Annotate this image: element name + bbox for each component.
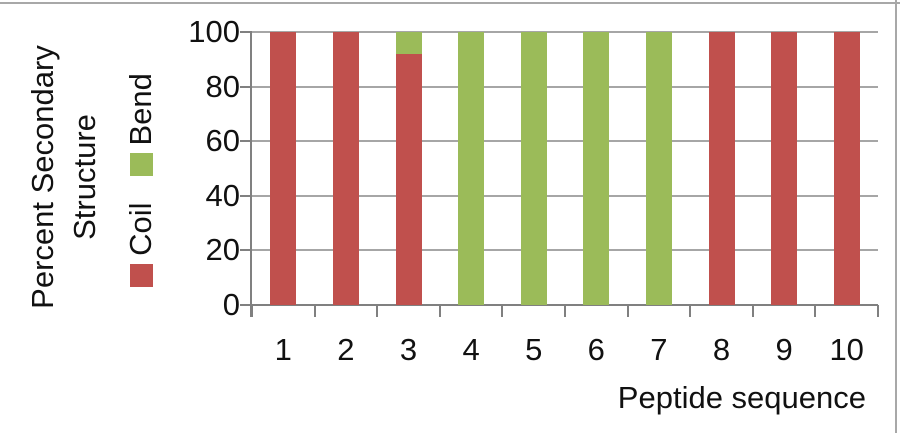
y-tick-60 [240, 140, 252, 143]
x-tick-3 [438, 305, 441, 317]
x-tick-label-7: 7 [650, 332, 668, 367]
y-tick-label-100: 100 [188, 14, 240, 49]
x-tick-5 [564, 305, 566, 317]
gridline-100 [252, 31, 878, 33]
gridline-80 [252, 85, 878, 88]
y-tick-label-80: 80 [205, 68, 240, 104]
x-tick-1 [313, 305, 316, 317]
gridline-20 [252, 249, 878, 252]
chart-frame-right-border [895, 0, 897, 433]
x-tick-label-4: 4 [462, 332, 480, 367]
bar-segment-coil-10 [833, 32, 860, 305]
bar-segment-bend-7 [645, 32, 672, 305]
y-tick-label-60: 60 [205, 123, 240, 159]
x-tick-10 [877, 305, 879, 317]
bar-group-5 [520, 32, 547, 305]
y-tick-label-40: 40 [205, 177, 240, 213]
bar-group-1 [270, 32, 297, 305]
y-axis-title: Percent Secondary Structure [22, 0, 108, 387]
chart-frame-top-border [0, 2, 900, 4]
bar-segment-bend-5 [520, 32, 547, 305]
x-tick-label-6: 6 [587, 332, 605, 367]
x-tick-0 [251, 305, 253, 317]
x-tick-label-5: 5 [525, 332, 543, 367]
bar-group-10 [833, 32, 860, 305]
plot-area [252, 31, 878, 305]
x-tick-label-10: 10 [829, 332, 864, 367]
bar-group-8 [708, 32, 735, 305]
x-tick-label-2: 2 [337, 332, 355, 367]
bar-group-9 [771, 32, 798, 305]
bar-segment-bend-4 [458, 32, 485, 305]
x-tick-2 [376, 305, 379, 317]
x-tick-9 [814, 305, 817, 317]
bar-segment-coil-8 [708, 32, 735, 305]
gridline-40 [252, 194, 878, 197]
y-tick-20 [240, 249, 252, 252]
bar-group-4 [458, 32, 485, 305]
y-axis-title-line1: Percent Secondary [25, 45, 60, 309]
x-axis-title: Peptide sequence [617, 380, 866, 415]
gridline-60 [252, 140, 878, 143]
y-axis-title-line2: Structure [67, 114, 102, 240]
bar-segment-coil-2 [332, 32, 359, 305]
bar-segment-bend-6 [583, 32, 610, 305]
bar-group-2 [332, 32, 359, 305]
bar-segment-coil-3 [395, 53, 422, 305]
bar-segment-coil-1 [270, 32, 297, 305]
x-tick-label-8: 8 [712, 332, 731, 367]
x-tick-4 [501, 305, 504, 317]
y-tick-label-0: 0 [222, 287, 240, 322]
y-tick-100 [240, 31, 252, 33]
y-tick-40 [240, 194, 252, 197]
y-tick-0 [240, 304, 252, 306]
bar-group-7 [645, 32, 672, 305]
x-tick-6 [626, 305, 629, 317]
y-tick-80 [240, 85, 252, 88]
y-axis-line [250, 32, 252, 317]
x-tick-label-9: 9 [775, 332, 793, 367]
x-tick-label-1: 1 [274, 332, 292, 367]
y-tick-label-20: 20 [205, 232, 240, 268]
x-tick-7 [689, 305, 692, 317]
bar-segment-bend-3 [395, 32, 422, 54]
x-tick-8 [751, 305, 754, 317]
bar-group-6 [583, 32, 610, 305]
x-tick-label-3: 3 [399, 332, 418, 367]
bar-segment-coil-9 [771, 32, 798, 305]
bar-group-3 [395, 32, 422, 305]
